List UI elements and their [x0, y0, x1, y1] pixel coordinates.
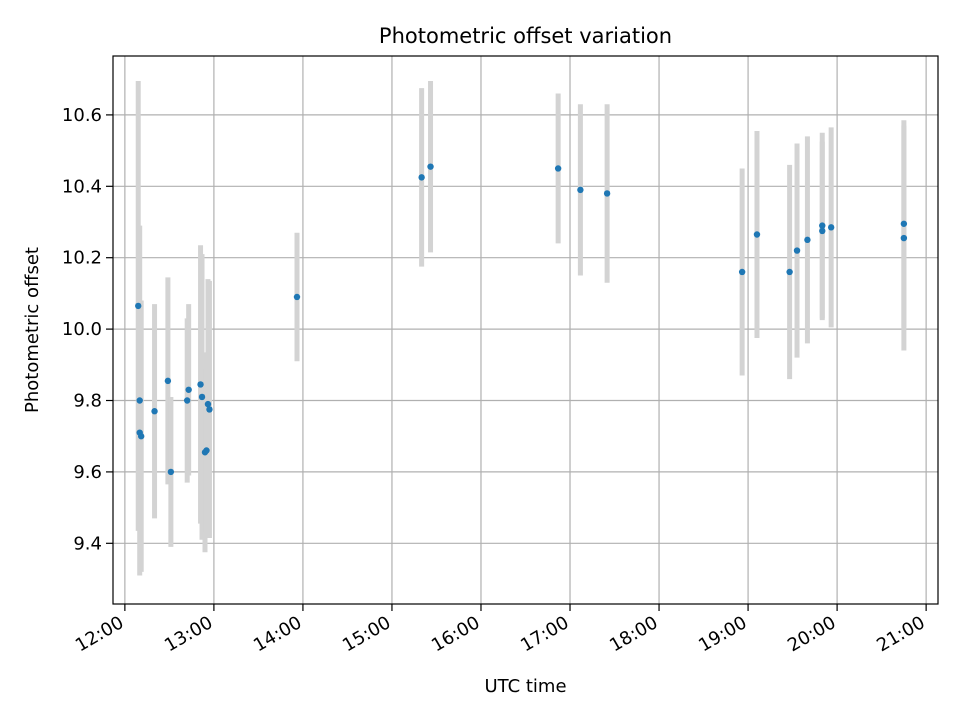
data-point	[738, 268, 746, 276]
data-point	[135, 302, 142, 310]
y-tick-label: 10.6	[62, 105, 102, 126]
data-point	[204, 400, 212, 408]
data-point	[753, 231, 761, 238]
data-point	[827, 224, 835, 231]
y-tick-label: 10.4	[62, 176, 102, 197]
data-point	[137, 433, 145, 440]
data-point	[167, 468, 175, 476]
data-point	[418, 174, 425, 181]
data-point	[793, 247, 801, 254]
chart-title: Photometric offset variation	[379, 24, 672, 48]
data-point	[819, 222, 826, 229]
y-tick-label: 9.8	[73, 391, 102, 412]
x-tick-label: 14:00	[250, 612, 305, 656]
x-tick-label: 16:00	[428, 612, 483, 656]
x-tick-label: 20:00	[784, 612, 839, 656]
x-tick-label: 17:00	[517, 612, 572, 656]
data-point	[197, 381, 204, 388]
y-axis-label: Photometric offset	[22, 247, 43, 413]
data-point	[206, 406, 213, 413]
data-point	[804, 236, 811, 244]
data-point	[198, 393, 206, 401]
data-point	[786, 268, 793, 276]
x-axis-label: UTC time	[484, 676, 566, 697]
data-point	[603, 190, 611, 197]
x-tick-label: 21:00	[873, 612, 928, 656]
grid	[113, 56, 938, 604]
y-tick-label: 10.0	[62, 319, 102, 340]
data-point	[185, 386, 192, 393]
y-tick-label: 9.6	[73, 462, 102, 483]
data-points	[135, 163, 908, 476]
x-tick-label: 12:00	[72, 612, 127, 656]
data-point	[900, 220, 908, 227]
data-point	[900, 234, 908, 242]
y-tick-label: 9.4	[73, 533, 102, 554]
error-bars	[135, 80, 907, 576]
data-point	[183, 397, 191, 404]
data-point	[577, 186, 584, 194]
data-point	[164, 377, 172, 385]
x-tick-label: 19:00	[695, 612, 750, 656]
data-point	[136, 397, 143, 404]
data-point	[151, 408, 158, 415]
x-tick-label: 13:00	[161, 612, 216, 656]
data-point	[554, 165, 562, 172]
plot-frame	[112, 55, 939, 605]
data-point	[819, 227, 826, 235]
data-point	[203, 447, 210, 454]
y-tick-label: 10.2	[62, 248, 102, 269]
data-point	[427, 163, 434, 170]
x-tick-label: 15:00	[339, 612, 394, 656]
data-point	[293, 293, 301, 301]
x-tick-label: 18:00	[606, 612, 661, 656]
